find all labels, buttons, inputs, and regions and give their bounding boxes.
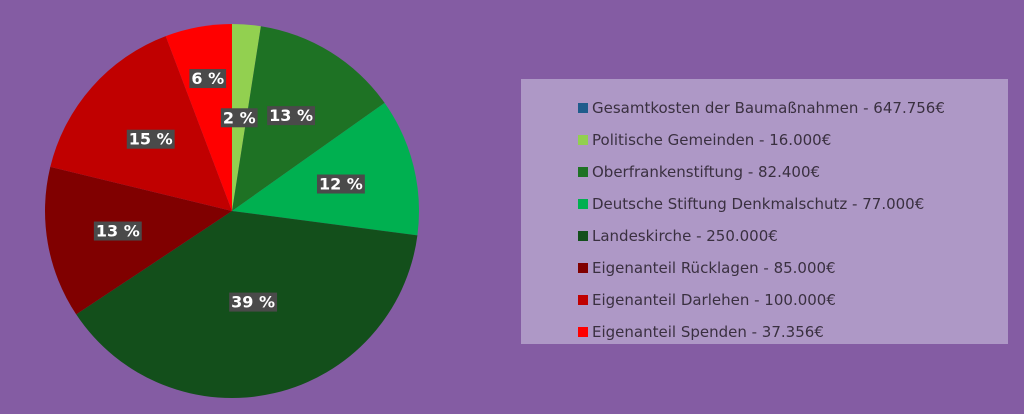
pie-slice (50, 36, 233, 212)
legend-item: Oberfrankenstiftung - 82.400€ (521, 156, 1008, 188)
pie-percent-text: 12 % (319, 175, 363, 194)
legend-swatch (578, 295, 588, 305)
pie-percent-label-bg (126, 129, 175, 149)
pie-percent-label: 39 % (229, 292, 278, 312)
pie-percent-label-bg (93, 221, 142, 241)
legend-label: Gesamtkosten der Baumaßnahmen - 647.756€ (592, 99, 945, 117)
pie-percent-label-bg (220, 108, 258, 128)
legend-swatch (578, 199, 588, 209)
legend-swatch (578, 263, 588, 273)
legend-swatch (578, 231, 588, 241)
pie-percent-label-bg (316, 174, 365, 194)
pie-percent-text: 2 % (223, 108, 256, 127)
pie-slices (44, 24, 419, 399)
pie-chart: 2 % 13 % 12 % 39 % 13 % 15 % 6 % (44, 24, 419, 399)
legend-item: Politische Gemeinden - 16.000€ (521, 124, 1008, 156)
legend-label: Eigenanteil Rücklagen - 85.000€ (592, 259, 836, 277)
legend-item: Gesamtkosten der Baumaßnahmen - 647.756€ (521, 92, 1008, 124)
pie-percent-labels: 2 % 13 % 12 % 39 % 13 % 15 % 6 % (93, 69, 365, 312)
pie-percent-label: 6 % (189, 69, 227, 89)
pie-percent-label: 2 % (220, 108, 258, 128)
legend-label: Landeskirche - 250.000€ (592, 227, 778, 245)
legend-swatch (578, 167, 588, 177)
pie-percent-label-bg (189, 69, 227, 89)
legend-label: Deutsche Stiftung Denkmalschutz - 77.000… (592, 195, 925, 213)
legend-label: Oberfrankenstiftung - 82.400€ (592, 163, 821, 181)
legend-item: Eigenanteil Spenden - 37.356€ (521, 316, 1008, 348)
legend-swatch (578, 135, 588, 145)
legend-item: Deutsche Stiftung Denkmalschutz - 77.000… (521, 188, 1008, 220)
pie-percent-label: 13 % (267, 106, 316, 126)
pie-percent-text: 39 % (231, 293, 275, 312)
pie-percent-label-bg (229, 292, 278, 312)
pie-percent-label: 12 % (316, 174, 365, 194)
legend: Gesamtkosten der Baumaßnahmen - 647.756€… (521, 79, 1008, 344)
pie-percent-label: 13 % (93, 221, 142, 241)
legend-label: Politische Gemeinden - 16.000€ (592, 131, 832, 149)
legend-item: Eigenanteil Rücklagen - 85.000€ (521, 252, 1008, 284)
legend-item: Landeskirche - 250.000€ (521, 220, 1008, 252)
pie-percent-text: 13 % (96, 222, 140, 241)
legend-label: Eigenanteil Darlehen - 100.000€ (592, 291, 836, 309)
pie-percent-text: 15 % (129, 130, 173, 149)
pie-slice (232, 102, 419, 236)
legend-item: Eigenanteil Darlehen - 100.000€ (521, 284, 1008, 316)
legend-swatch (578, 103, 588, 113)
pie-percent-label: 15 % (126, 129, 175, 149)
legend-swatch (578, 327, 588, 337)
pie-percent-label-bg (267, 106, 316, 126)
legend-label: Eigenanteil Spenden - 37.356€ (592, 323, 824, 341)
pie-slice (44, 166, 232, 315)
pie-percent-text: 6 % (191, 69, 224, 88)
pie-percent-text: 13 % (269, 106, 313, 125)
